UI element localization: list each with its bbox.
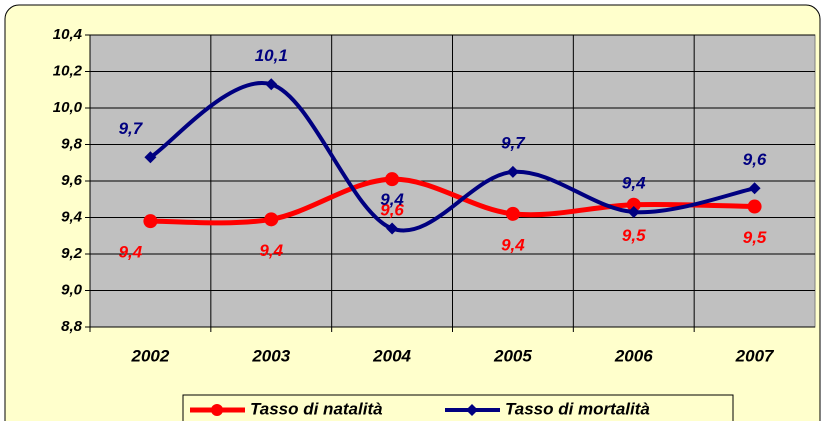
marker [505,206,520,221]
data-label: 9,6 [743,150,767,169]
marker [748,182,761,195]
y-tick-label: 9,6 [61,172,83,189]
y-tick-label: 9,0 [61,281,83,298]
y-tick-label: 9,2 [61,245,83,262]
data-label: 10,1 [255,46,288,65]
data-label: 9,4 [622,174,646,193]
data-label: 9,7 [119,119,144,138]
marker [385,172,400,187]
data-label: 9,4 [259,241,283,260]
legend-marker [211,404,223,416]
marker [264,212,279,227]
x-tick-label: 2007 [735,346,775,365]
marker [144,151,157,164]
x-tick-label: 2006 [614,346,653,365]
y-tick-label: 8,8 [61,318,83,335]
marker [143,214,158,229]
data-label: 9,5 [743,228,767,247]
marker [265,78,278,91]
x-tick-label: 2004 [372,346,411,365]
data-label: 9,5 [622,226,646,245]
data-label: 9,7 [501,133,526,152]
marker [627,206,640,219]
data-label: 9,6 [380,201,404,220]
x-tick-label: 2005 [493,346,532,365]
legend-label: Tasso di mortalità [505,399,650,418]
y-tick-label: 10,2 [53,62,83,79]
y-tick-label: 9,8 [61,135,83,152]
x-tick-label: 2002 [131,346,170,365]
marker [747,199,762,214]
data-label: 9,4 [501,235,525,254]
legend-label: Tasso di natalità [250,399,383,418]
marker [626,197,641,212]
data-label: 9,4 [119,243,143,262]
y-tick-label: 10,4 [53,26,83,43]
marker [386,222,399,235]
data-label: 9,4 [380,190,404,209]
y-tick-label: 9,4 [61,208,83,225]
x-tick-label: 2003 [251,346,290,365]
marker [506,165,519,178]
y-tick-label: 10,0 [53,99,83,116]
legend-marker [466,404,478,416]
